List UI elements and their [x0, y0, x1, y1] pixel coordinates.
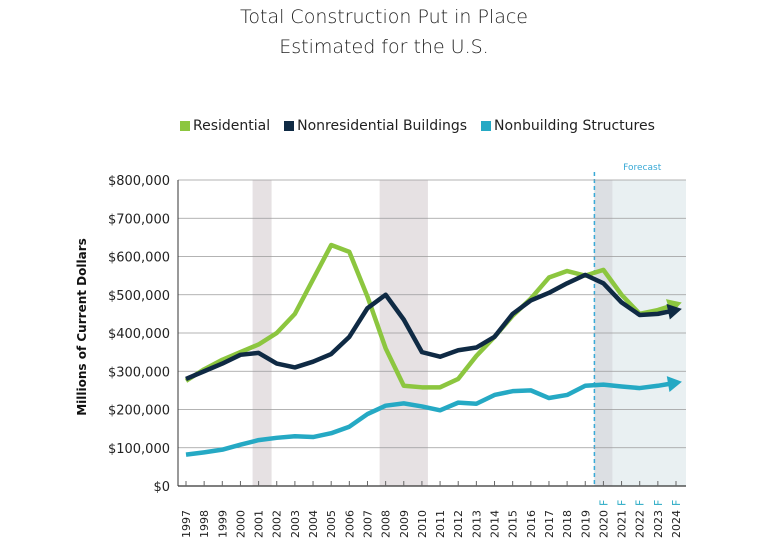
x-tick-label: 1998	[198, 510, 211, 538]
x-tick-label: 2006	[343, 510, 356, 538]
x-tick-label: 2007	[361, 510, 374, 538]
x-tick-label: 2023F	[652, 500, 665, 538]
x-tick-label: 2002	[271, 510, 284, 538]
legend-item-nonresidential: Nonresidential Buildings	[284, 118, 467, 134]
x-tick-label: 2014	[489, 510, 502, 538]
legend-swatch	[481, 121, 492, 131]
x-tick-label: 2021F	[616, 500, 629, 538]
x-tick-label: 2020F	[597, 500, 610, 538]
x-tick-label: 2018	[561, 510, 574, 538]
x-tick-label: 2009	[398, 510, 411, 538]
x-tick-label: 2000	[234, 510, 247, 538]
series-line-residential	[184, 242, 671, 390]
legend-item-residential: Residential	[180, 118, 270, 134]
legend-swatch	[284, 121, 295, 131]
legend-swatch	[180, 121, 190, 131]
y-tick-label: $200,000	[108, 404, 170, 419]
legend-label: Residential	[193, 118, 271, 134]
x-tick-label: 1997	[180, 510, 193, 538]
series-line-nonbuilding-structures	[185, 381, 671, 457]
chart-title-line1: Total Construction Put in Place	[240, 6, 528, 28]
x-tick-label: 2001	[253, 510, 266, 538]
arrow-head	[666, 303, 682, 320]
y-tick-label: $300,000	[108, 365, 170, 380]
legend-item-nonbuilding: Nonbuilding Structures	[481, 118, 655, 134]
x-tick-label: 2012	[452, 510, 465, 538]
x-tick-label: 2016	[525, 510, 538, 538]
y-tick-label: $800,000	[108, 174, 170, 189]
x-tick-label: 2019	[579, 510, 592, 538]
legend-label: Nonresidential Buildings	[297, 118, 468, 134]
x-tick-label: 2013	[470, 510, 483, 538]
series-line-nonresidential-buildings	[185, 272, 671, 381]
x-tick-label: 2008	[380, 510, 393, 538]
y-tick-label: $700,000	[108, 212, 170, 227]
legend-label: Nonbuilding Structures	[494, 118, 655, 134]
x-tick-label: 2015	[507, 510, 520, 538]
y-tick-label: $400,000	[108, 327, 170, 342]
x-tick-label: 1999	[216, 510, 229, 538]
y-tick-label: $500,000	[108, 289, 170, 304]
chart-title-line2: Estimated for the U.S.	[279, 36, 489, 58]
y-tick-label: $600,000	[108, 251, 170, 266]
x-tick-label: 2010	[416, 510, 429, 538]
legend: Residential Nonresidential Buildings Non…	[180, 118, 655, 134]
x-tick-label: 2003	[289, 510, 302, 538]
x-tick-label: 2017	[543, 510, 556, 538]
forecast-label: Forecast	[623, 163, 662, 173]
x-tick-label: 2024F	[670, 500, 683, 538]
arrow-head	[666, 376, 682, 392]
y-tick-label: $0	[153, 480, 170, 495]
x-tick-label: 2011	[434, 510, 447, 538]
x-tick-label: 2022F	[634, 500, 647, 538]
y-tick-label: $100,000	[108, 442, 170, 457]
x-tick-label: 2004	[307, 510, 320, 538]
x-tick-label: 2005	[325, 510, 338, 538]
